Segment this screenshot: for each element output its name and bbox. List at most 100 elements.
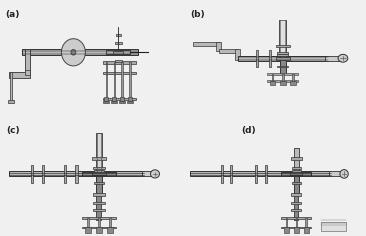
Bar [255, 165, 257, 183]
Bar [94, 170, 104, 172]
Bar [265, 165, 267, 183]
Bar [193, 42, 219, 46]
Bar [9, 72, 30, 77]
Bar [238, 56, 328, 61]
Bar [142, 171, 155, 176]
Bar [8, 101, 14, 103]
Bar [272, 74, 273, 81]
Bar [276, 57, 290, 60]
Bar [96, 194, 101, 220]
Bar [113, 51, 123, 54]
Bar [277, 66, 288, 67]
Bar [96, 228, 102, 233]
Bar [325, 56, 343, 61]
Bar [321, 222, 346, 231]
Bar [281, 227, 311, 228]
Bar [25, 70, 30, 75]
Bar [270, 81, 275, 85]
Bar [269, 50, 271, 67]
Bar [329, 171, 344, 177]
Circle shape [71, 50, 76, 55]
Bar [294, 228, 299, 233]
Bar [96, 171, 102, 194]
Bar [127, 101, 133, 103]
Bar [113, 63, 115, 97]
Bar [82, 217, 116, 219]
Bar [256, 50, 258, 67]
Bar [290, 172, 302, 175]
Bar [130, 63, 131, 97]
Bar [98, 218, 100, 228]
Bar [291, 202, 301, 204]
Bar [277, 52, 288, 54]
Bar [291, 209, 301, 211]
Circle shape [150, 170, 160, 178]
Text: (b): (b) [190, 10, 205, 19]
Bar [92, 172, 106, 175]
Bar [122, 63, 123, 97]
Bar [281, 217, 311, 219]
Bar [106, 50, 130, 55]
Bar [190, 171, 331, 177]
Bar [103, 72, 136, 74]
Bar [290, 81, 296, 85]
Bar [103, 98, 136, 100]
Bar [116, 34, 121, 36]
Bar [292, 167, 301, 169]
Bar [64, 165, 67, 183]
Bar [94, 182, 104, 184]
Bar [104, 97, 108, 101]
Bar [31, 165, 33, 183]
Bar [105, 63, 107, 97]
Text: (c): (c) [6, 126, 19, 135]
Bar [92, 157, 106, 160]
Bar [22, 50, 138, 55]
Bar [82, 172, 116, 176]
Circle shape [61, 39, 85, 66]
Bar [115, 42, 122, 44]
Circle shape [340, 170, 348, 178]
Bar [75, 165, 78, 183]
Bar [107, 228, 113, 233]
Bar [216, 42, 221, 51]
Bar [280, 20, 285, 55]
Circle shape [338, 54, 348, 62]
Bar [231, 165, 232, 183]
Bar [306, 218, 307, 228]
Bar [285, 218, 287, 228]
Bar [115, 60, 122, 62]
Bar [279, 20, 286, 55]
Bar [292, 74, 294, 81]
Bar [294, 171, 299, 194]
Bar [93, 193, 105, 196]
Bar [93, 167, 105, 169]
Bar [267, 73, 298, 75]
Bar [292, 170, 301, 172]
Bar [276, 45, 290, 47]
Bar [42, 165, 44, 183]
Text: (d): (d) [242, 126, 256, 135]
Bar [96, 133, 102, 171]
Bar [112, 101, 117, 103]
Bar [87, 218, 89, 228]
Bar [128, 97, 132, 101]
Text: (a): (a) [5, 10, 20, 19]
Bar [93, 209, 105, 211]
Bar [267, 80, 298, 82]
Bar [292, 182, 301, 184]
Bar [120, 97, 124, 101]
Bar [9, 171, 144, 177]
Bar [280, 81, 285, 85]
Bar [221, 165, 223, 183]
Bar [25, 50, 30, 75]
Bar [284, 228, 289, 233]
Bar [280, 55, 286, 74]
Bar [291, 193, 301, 196]
Bar [82, 227, 116, 228]
Bar [277, 55, 288, 56]
Bar [295, 218, 297, 228]
Bar [291, 157, 302, 160]
Bar [294, 148, 299, 171]
Bar [103, 61, 136, 63]
Bar [219, 49, 238, 53]
